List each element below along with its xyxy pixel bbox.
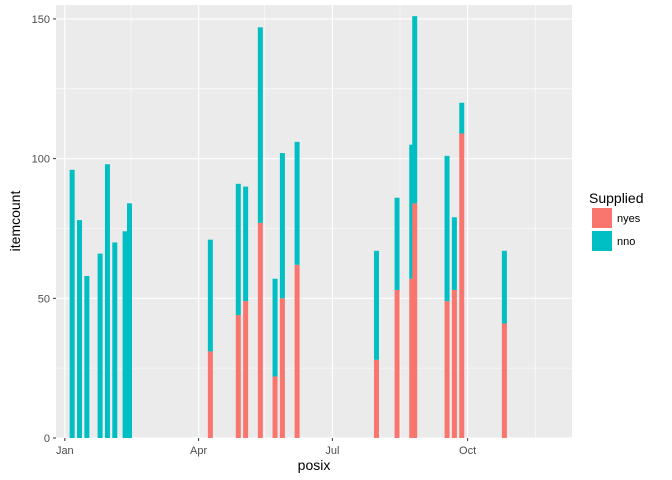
bar-segment-nno bbox=[409, 144, 415, 279]
bar-segment-nno bbox=[207, 239, 213, 352]
legend-title: Supplied bbox=[589, 190, 644, 206]
bar-segment-nno bbox=[69, 169, 75, 439]
y-tick-label: 50 bbox=[38, 293, 50, 305]
bar-segment-nyes bbox=[373, 359, 379, 438]
x-tick-label: Apr bbox=[190, 445, 207, 457]
legend-key-nyes bbox=[592, 208, 612, 228]
bar-segment-nyes bbox=[459, 133, 465, 438]
y-tick-label: 100 bbox=[32, 154, 50, 166]
legend-label-nyes: nyes bbox=[617, 213, 641, 225]
minor-gridlines bbox=[56, 5, 572, 438]
bar-segment-nno bbox=[112, 242, 118, 438]
x-axis: Jan Apr Jul Oct bbox=[56, 438, 476, 457]
bar-segment-nno bbox=[257, 27, 263, 223]
bar-segment-nno bbox=[127, 203, 133, 438]
bar-segment-nyes bbox=[409, 278, 415, 438]
bar-segment-nyes bbox=[501, 323, 507, 438]
bar-segment-nyes bbox=[272, 376, 278, 438]
bar-series bbox=[69, 16, 507, 439]
y-tick-label: 0 bbox=[44, 433, 50, 445]
bar-segment-nno bbox=[272, 278, 278, 377]
y-tick-label: 150 bbox=[32, 14, 50, 26]
bar-segment-nno bbox=[77, 220, 83, 438]
bar-segment-nyes bbox=[394, 289, 400, 438]
bar-segment-nno bbox=[501, 250, 507, 324]
x-tick-label: Oct bbox=[459, 445, 476, 457]
bar-segment-nyes bbox=[444, 301, 450, 438]
bar-segment-nno bbox=[84, 275, 90, 438]
bar-segment-nno bbox=[243, 186, 249, 302]
bar-segment-nyes bbox=[207, 351, 213, 438]
major-gridlines bbox=[56, 5, 572, 439]
bar-segment-nyes bbox=[257, 222, 263, 438]
bar-segment-nno bbox=[444, 155, 450, 302]
y-axis: 0 50 100 150 bbox=[32, 14, 56, 445]
bar-segment-nno bbox=[122, 231, 128, 438]
bar-segment-nyes bbox=[451, 289, 457, 438]
x-tick-label: Jul bbox=[325, 445, 339, 457]
x-tick-label: Jan bbox=[56, 445, 74, 457]
bar-segment-nno bbox=[373, 250, 379, 360]
bar-segment-nno bbox=[294, 141, 300, 265]
bar-segment-nyes bbox=[294, 264, 300, 438]
bar-segment-nno bbox=[451, 217, 457, 290]
bar-segment-nno bbox=[104, 164, 110, 439]
legend-label-nno: nno bbox=[617, 236, 635, 248]
bar-segment-nno bbox=[279, 153, 285, 299]
bar-segment-nno bbox=[235, 183, 241, 316]
bar-segment-nno bbox=[412, 16, 418, 204]
y-axis-title: itemcount bbox=[7, 191, 23, 252]
legend: Supplied nyes nno bbox=[589, 190, 644, 251]
bar-segment-nno bbox=[394, 197, 400, 290]
bar-segment-nno bbox=[97, 253, 103, 438]
bar-segment-nyes bbox=[243, 301, 249, 438]
bar-segment-nno bbox=[459, 102, 465, 134]
legend-key-nno bbox=[592, 231, 612, 251]
x-axis-title: posix bbox=[298, 457, 331, 473]
bar-segment-nyes bbox=[235, 315, 241, 438]
bar-segment-nyes bbox=[412, 203, 418, 438]
plot-panel bbox=[56, 5, 572, 438]
bar-segment-nyes bbox=[279, 298, 285, 438]
